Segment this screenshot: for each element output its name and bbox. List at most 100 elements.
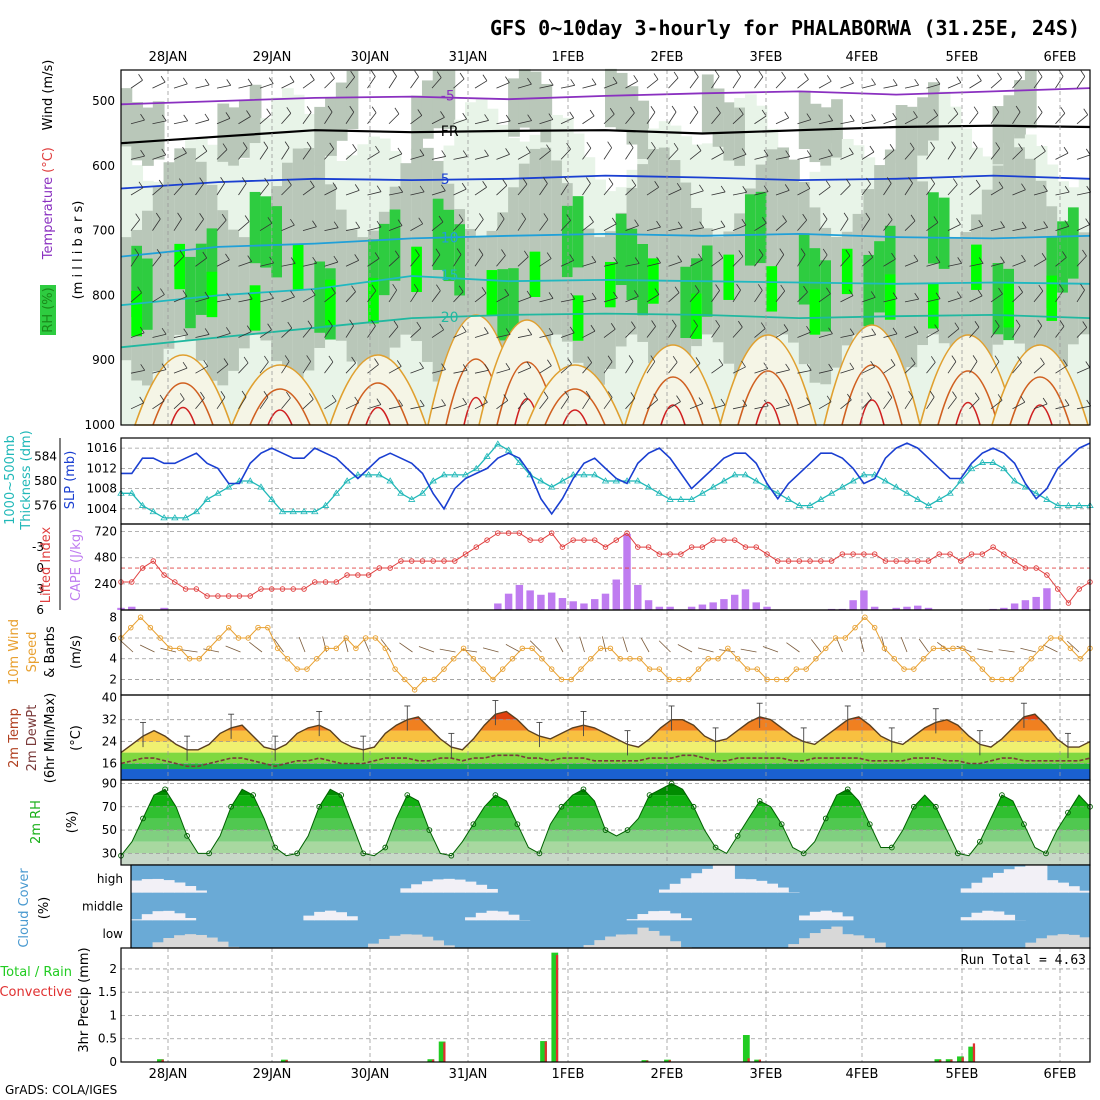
wind-barb xyxy=(517,83,532,89)
top-date-label: 4FEB xyxy=(846,50,879,65)
lifted-index-point xyxy=(968,551,975,557)
wind-barb-flag xyxy=(331,394,337,402)
wind10m-label: 10m Wind xyxy=(7,619,22,685)
wind-barb xyxy=(173,184,184,196)
wind-barb xyxy=(281,147,290,160)
wind-speed-point xyxy=(529,645,535,652)
rh-point xyxy=(492,792,499,798)
wind-barb xyxy=(195,334,210,338)
thickness-point xyxy=(332,489,341,496)
dewpt-label: 2m DewPt xyxy=(25,705,40,772)
wind-barb xyxy=(130,219,140,231)
wind-barb xyxy=(195,119,210,125)
top-date-labels: 28JAN 29JAN 30JAN 31JAN 1FEB 2FEB 3FEB 4FEB 5FEB… xyxy=(149,50,1077,65)
wind-barb-flag xyxy=(504,288,510,296)
wind-barb-flag xyxy=(651,141,656,149)
wind-barb-flag xyxy=(415,249,420,256)
wind-speed-point xyxy=(627,655,633,662)
pressure-tick-label: 1000 xyxy=(84,418,115,432)
wind-barb-flag xyxy=(140,113,145,121)
cloud-low-bar xyxy=(174,935,186,948)
temp-tick-label: 24 xyxy=(102,735,117,749)
rh-band-upper xyxy=(131,102,144,161)
wind-barb xyxy=(345,362,356,374)
wind-barb-flag xyxy=(333,221,339,228)
wind-speed-point xyxy=(920,655,927,662)
wind-barb xyxy=(926,262,941,267)
cape-bar xyxy=(128,606,136,610)
wind-barb-flag xyxy=(161,363,167,370)
wind-speed-point xyxy=(441,666,447,672)
wind-barb xyxy=(668,111,677,124)
thickness-point xyxy=(644,483,653,490)
wind-barb-flag xyxy=(159,394,165,402)
wind-barb xyxy=(861,151,875,160)
wind-barb-flag xyxy=(135,213,141,220)
surface-warm-contour xyxy=(1009,376,1071,426)
wind-barb xyxy=(388,289,397,303)
wind-barb xyxy=(689,76,699,89)
lifted-index-point xyxy=(581,537,587,543)
cape-bar xyxy=(591,599,599,610)
lifted-index-point xyxy=(150,558,157,564)
wind-barb-flag xyxy=(139,326,145,334)
lifted-index-point xyxy=(796,558,803,564)
rh-band-green xyxy=(615,213,628,286)
wind-barb xyxy=(173,334,188,338)
cape-bar xyxy=(160,607,168,610)
wind-barb-flag xyxy=(161,114,167,122)
rh-band-grey xyxy=(475,237,488,335)
cape-bar xyxy=(914,605,922,610)
wind-barb-flag xyxy=(523,250,529,258)
wind-barb-flag xyxy=(953,107,959,115)
wind-barb xyxy=(388,225,403,232)
wind-barb xyxy=(281,361,290,374)
wind-barb-flag xyxy=(505,328,511,335)
wind-barb-flag xyxy=(527,114,532,121)
thickness-point xyxy=(914,495,922,502)
cloud-middle-bar xyxy=(497,911,509,921)
precip-convective-bar xyxy=(939,1060,942,1062)
wind-barb-flag xyxy=(502,179,508,186)
wind-barb xyxy=(775,254,785,267)
wind-barb-flag xyxy=(591,292,597,300)
rh-band-bright xyxy=(486,270,499,316)
cloud-high-bar xyxy=(475,884,488,893)
wind-barb-flag xyxy=(333,255,339,263)
wind-barb xyxy=(818,218,828,231)
lifted-index-line xyxy=(121,532,1091,604)
wind-barb-flag xyxy=(742,399,748,407)
surface-warm-contour xyxy=(347,382,409,426)
wind-barb xyxy=(732,76,741,89)
lifted-index-point xyxy=(850,551,856,557)
wind-barb-flag xyxy=(758,70,764,78)
wind-barb xyxy=(668,77,679,89)
wind-speed-point xyxy=(950,645,956,652)
wind-barb-flag xyxy=(757,284,763,291)
wind-barb xyxy=(711,112,721,125)
cloud-middle-bar xyxy=(982,910,994,921)
rh-band-green xyxy=(863,254,876,327)
rh-band-bright xyxy=(691,293,703,339)
wind-barb xyxy=(130,254,140,267)
wind-barb-flag xyxy=(650,106,656,113)
cloud-high-bar xyxy=(745,879,757,893)
wind-barb-flag xyxy=(397,147,403,155)
wind-barb xyxy=(646,112,656,124)
wind-barb-flag xyxy=(736,70,741,77)
wind-barb-flag xyxy=(482,181,487,188)
slp-tick-label: 1008 xyxy=(86,482,117,496)
wind-barb-flag xyxy=(546,252,552,259)
cape-bar xyxy=(537,594,545,610)
wind-barb-flag xyxy=(370,70,376,77)
wind-barb-flag xyxy=(284,355,290,362)
precip-convective-bar xyxy=(668,1060,671,1062)
top-date-label: 31JAN xyxy=(449,50,488,65)
wind-speed-point xyxy=(813,655,819,662)
wind-barb xyxy=(152,185,164,196)
wind-barb xyxy=(1055,76,1064,89)
rh-band-upper xyxy=(906,106,919,166)
wind-barb xyxy=(625,327,636,338)
rh-band-green xyxy=(454,224,467,296)
wind-speed-point xyxy=(176,645,183,652)
